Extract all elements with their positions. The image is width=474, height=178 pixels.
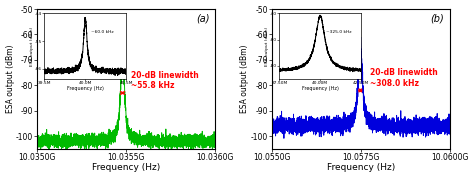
Y-axis label: ESA output (dBm): ESA output (dBm)	[6, 45, 15, 113]
Y-axis label: ESA output (dBm): ESA output (dBm)	[240, 45, 249, 113]
X-axis label: Frequency (Hz): Frequency (Hz)	[92, 163, 160, 172]
Text: (a): (a)	[196, 13, 210, 23]
Text: 20-dB linewidth
~308.0 kHz: 20-dB linewidth ~308.0 kHz	[370, 69, 438, 88]
X-axis label: Frequency (Hz): Frequency (Hz)	[327, 163, 395, 172]
Text: (b): (b)	[431, 13, 445, 23]
Text: 20-dB linewidth
~55.8 kHz: 20-dB linewidth ~55.8 kHz	[131, 71, 199, 90]
